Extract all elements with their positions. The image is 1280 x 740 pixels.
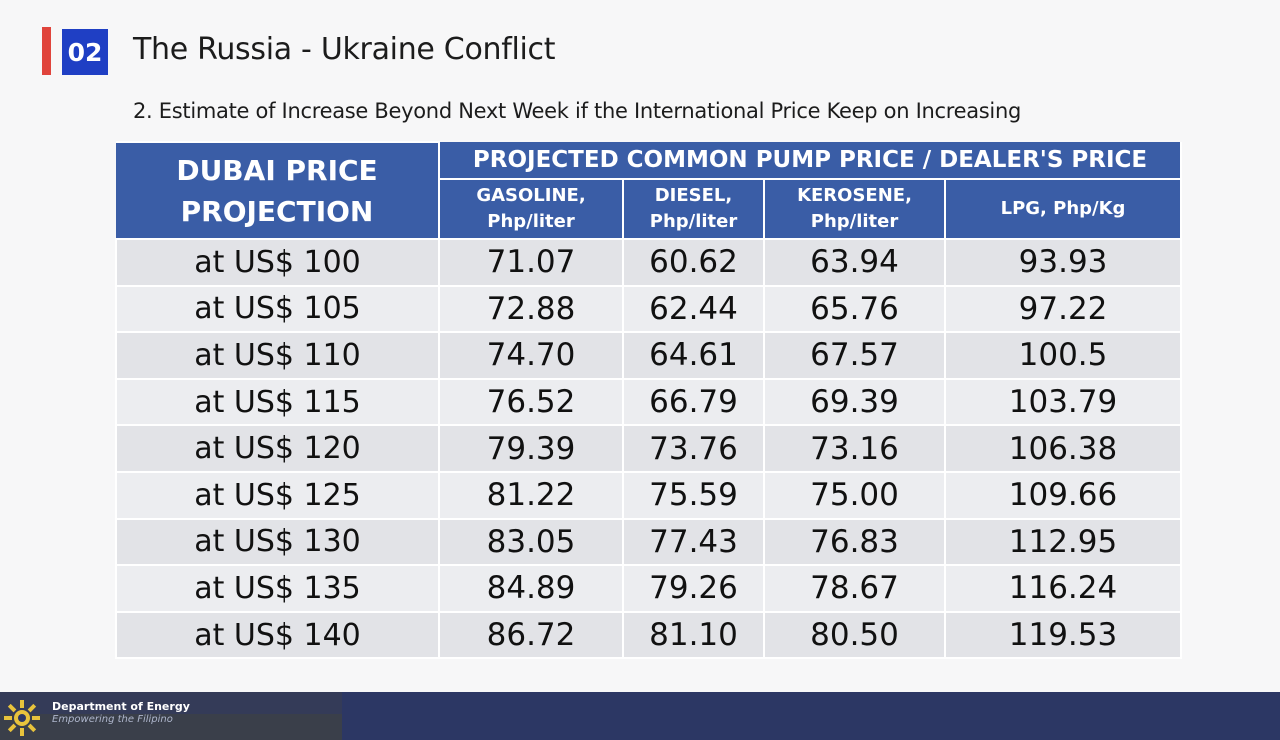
price-cell: 75.00	[763, 470, 946, 520]
price-cell: 67.57	[763, 331, 946, 380]
table-row: at US$ 110 74.70 64.61 67.57 100.5	[115, 331, 1183, 380]
corner-header-line1: DUBAI PRICE	[176, 153, 378, 187]
department-name: Department of Energy	[52, 700, 190, 713]
price-cell: 84.89	[438, 564, 624, 613]
section-number-badge: 02	[62, 29, 108, 75]
price-cell: 80.50	[763, 610, 946, 660]
price-cell: 119.53	[943, 610, 1183, 660]
price-cell: 75.59	[622, 470, 765, 520]
table-row: at US$ 130 83.05 77.43 76.83 112.95	[115, 517, 1183, 567]
price-cell: 112.95	[943, 517, 1183, 567]
price-cell: 73.76	[622, 424, 765, 473]
price-cell: 71.07	[438, 238, 624, 287]
price-cell: 81.10	[622, 610, 765, 660]
row-label: at US$ 135	[115, 564, 440, 613]
price-cell: 60.62	[622, 238, 765, 287]
price-cell: 63.94	[763, 238, 946, 287]
footer-bar	[0, 692, 1280, 740]
row-label: at US$ 120	[115, 424, 440, 473]
table-row: at US$ 135 84.89 79.26 78.67 116.24	[115, 564, 1183, 613]
column-header-line1: LPG, Php/Kg	[1000, 198, 1126, 219]
table-row: at US$ 105 72.88 62.44 65.76 97.22	[115, 284, 1183, 334]
row-label: at US$ 140	[115, 610, 440, 660]
table-row: at US$ 120 79.39 73.76 73.16 106.38	[115, 424, 1183, 473]
accent-bar	[42, 27, 51, 75]
price-cell: 64.61	[622, 331, 765, 380]
table-row: at US$ 115 76.52 66.79 69.39 103.79	[115, 377, 1183, 427]
table-row: at US$ 100 71.07 60.62 63.94 93.93	[115, 238, 1183, 287]
row-label: at US$ 105	[115, 284, 440, 334]
price-cell: 76.52	[438, 377, 624, 427]
department-tagline: Empowering the Filipino	[52, 714, 173, 725]
price-cell: 62.44	[622, 284, 765, 334]
price-cell: 72.88	[438, 284, 624, 334]
column-header-gasoline: GASOLINE, Php/liter	[438, 178, 624, 240]
row-label: at US$ 125	[115, 470, 440, 520]
row-label: at US$ 130	[115, 517, 440, 567]
column-header-line2: Php/liter	[810, 211, 899, 232]
dubai-price-header: DUBAI PRICE PROJECTION	[116, 141, 440, 240]
page-subtitle: 2. Estimate of Increase Beyond Next Week…	[133, 99, 1022, 123]
row-label: at US$ 110	[115, 331, 440, 380]
column-header-kerosene: KEROSENE, Php/liter	[763, 178, 946, 240]
footer-accent	[0, 692, 342, 714]
corner-header-line2: PROJECTION	[180, 194, 374, 228]
sun-gear-icon	[4, 700, 40, 736]
column-header-line2: Php/liter	[487, 211, 575, 232]
price-cell: 69.39	[763, 377, 946, 427]
price-cell: 66.79	[622, 377, 765, 427]
column-header-line1: DIESEL,	[654, 185, 733, 206]
price-cell: 81.22	[438, 470, 624, 520]
footer-accent-lower	[0, 714, 342, 740]
table-body: at US$ 100 71.07 60.62 63.94 93.93 at US$ 105…	[115, 238, 1183, 660]
price-projection-table: DUBAI PRICE PROJECTION PROJECTED COMMON …	[115, 141, 1183, 660]
table-row: at US$ 125 81.22 75.59 75.00 109.66	[115, 470, 1183, 520]
price-cell: 65.76	[763, 284, 946, 334]
price-cell: 100.5	[943, 331, 1183, 380]
row-label: at US$ 100	[115, 238, 440, 287]
table-row: at US$ 140 86.72 81.10 80.50 119.53	[115, 610, 1183, 660]
price-cell: 79.26	[622, 564, 765, 613]
price-cell: 74.70	[438, 331, 624, 380]
price-cell: 103.79	[943, 377, 1183, 427]
price-cell: 76.83	[763, 517, 946, 567]
price-cell: 93.93	[943, 238, 1183, 287]
price-cell: 78.67	[763, 564, 946, 613]
price-cell: 79.39	[438, 424, 624, 473]
projected-price-group-header: PROJECTED COMMON PUMP PRICE / DEALER'S P…	[437, 142, 1183, 180]
price-cell: 86.72	[438, 610, 624, 660]
price-cell: 97.22	[943, 284, 1183, 334]
price-cell: 106.38	[943, 424, 1183, 473]
column-header-line1: KEROSENE,	[797, 185, 912, 206]
column-header-line2: Php/liter	[649, 211, 738, 232]
price-cell: 116.24	[943, 564, 1183, 613]
price-cell: 83.05	[438, 517, 624, 567]
price-cell: 77.43	[622, 517, 765, 567]
column-header-line1: GASOLINE,	[476, 185, 586, 206]
page-title: The Russia - Ukraine Conflict	[133, 32, 556, 67]
price-cell: 109.66	[943, 470, 1183, 520]
row-label: at US$ 115	[115, 377, 440, 427]
price-cell: 73.16	[763, 424, 946, 473]
column-header-lpg: LPG, Php/Kg	[943, 178, 1183, 240]
column-header-diesel: DIESEL, Php/liter	[622, 178, 765, 240]
